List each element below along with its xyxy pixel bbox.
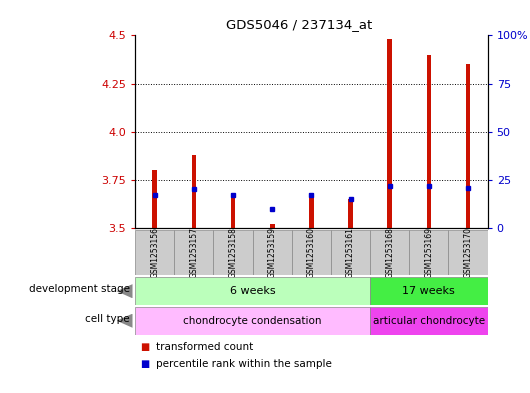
Text: cell type: cell type: [85, 314, 130, 324]
Bar: [270, 224, 275, 228]
Text: GSM1253161: GSM1253161: [346, 227, 355, 278]
Bar: [214, 230, 253, 275]
Polygon shape: [117, 284, 132, 298]
Polygon shape: [117, 314, 132, 328]
Bar: [253, 230, 292, 275]
Bar: [370, 230, 409, 275]
Text: articular chondrocyte: articular chondrocyte: [373, 316, 485, 326]
Text: ■: ■: [140, 342, 149, 352]
Text: transformed count: transformed count: [156, 342, 253, 352]
Bar: [466, 64, 470, 228]
Bar: [135, 277, 370, 305]
Text: GSM1253169: GSM1253169: [425, 227, 434, 278]
Bar: [153, 170, 157, 228]
Bar: [348, 199, 353, 228]
Bar: [331, 230, 370, 275]
Text: percentile rank within the sample: percentile rank within the sample: [156, 359, 332, 369]
Text: 17 weeks: 17 weeks: [402, 286, 455, 296]
Bar: [427, 55, 431, 228]
Bar: [448, 230, 488, 275]
Bar: [387, 39, 392, 228]
Bar: [292, 230, 331, 275]
Text: GSM1253160: GSM1253160: [307, 227, 316, 278]
Text: GSM1253168: GSM1253168: [385, 227, 394, 278]
Text: chondrocyte condensation: chondrocyte condensation: [183, 316, 322, 326]
Text: development stage: development stage: [29, 284, 130, 294]
Bar: [174, 230, 214, 275]
Bar: [231, 193, 235, 228]
Text: GSM1253157: GSM1253157: [189, 227, 198, 278]
Bar: [191, 155, 196, 228]
Text: GDS5046 / 237134_at: GDS5046 / 237134_at: [226, 18, 373, 31]
Text: ■: ■: [140, 359, 149, 369]
Text: GSM1253170: GSM1253170: [464, 227, 473, 278]
Bar: [309, 193, 314, 228]
Bar: [409, 230, 448, 275]
Bar: [370, 307, 488, 335]
Text: 6 weeks: 6 weeks: [230, 286, 276, 296]
Bar: [135, 230, 174, 275]
Text: GSM1253158: GSM1253158: [228, 227, 237, 278]
Text: GSM1253159: GSM1253159: [268, 227, 277, 278]
Text: GSM1253156: GSM1253156: [150, 227, 159, 278]
Bar: [135, 307, 370, 335]
Bar: [370, 277, 488, 305]
